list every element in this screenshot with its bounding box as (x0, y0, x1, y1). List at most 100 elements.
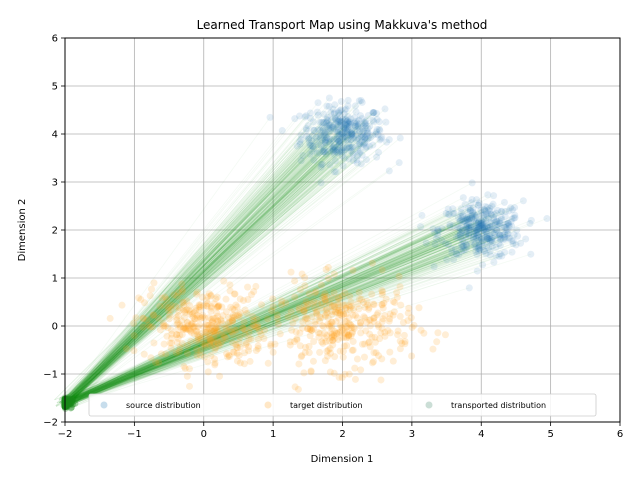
transport-line (66, 151, 345, 403)
source-point (330, 109, 338, 117)
target-point (226, 318, 234, 326)
transport-line (68, 219, 494, 405)
transport-line (64, 112, 335, 402)
target-point (198, 329, 206, 337)
source-point (463, 216, 471, 224)
target-point (335, 373, 343, 381)
transport-line (65, 251, 513, 404)
target-point (225, 313, 233, 321)
source-point (330, 143, 338, 151)
target-point (324, 274, 332, 282)
target-point (172, 349, 180, 357)
transport-line (68, 212, 473, 403)
source-point (448, 245, 456, 253)
transport-line (68, 125, 342, 405)
source-point (338, 130, 346, 138)
target-point (252, 282, 260, 290)
transport-line (64, 232, 483, 405)
source-point (434, 225, 442, 233)
target-point (210, 300, 218, 308)
source-point (495, 252, 503, 260)
target-point (307, 367, 315, 375)
transport-line (67, 130, 331, 404)
transport-line (61, 146, 339, 404)
source-point (459, 211, 467, 219)
target-point (348, 346, 356, 354)
transport-line (63, 240, 512, 401)
transported-point (64, 400, 72, 408)
source-point (320, 118, 328, 126)
source-point (340, 133, 348, 141)
transport-line (63, 122, 327, 404)
source-point (480, 215, 488, 223)
transport-line (66, 134, 349, 404)
transport-line (61, 241, 491, 403)
target-point (365, 316, 373, 324)
transport-line (66, 216, 476, 403)
transport-line (63, 132, 363, 401)
source-point (508, 222, 516, 230)
target-point (198, 293, 206, 301)
source-point (431, 229, 439, 237)
source-point (491, 225, 499, 233)
target-point (200, 353, 208, 361)
transport-line (62, 233, 506, 403)
transport-line (66, 234, 496, 403)
target-point (200, 333, 208, 341)
transport-line (63, 234, 466, 400)
source-point (465, 230, 473, 238)
source-point (456, 224, 464, 232)
source-point (332, 168, 340, 176)
source-point (343, 118, 351, 126)
target-point (222, 308, 230, 316)
transport-line (70, 245, 487, 402)
target-point (233, 303, 241, 311)
source-point (480, 223, 488, 231)
target-point (205, 314, 213, 322)
transport-line (63, 222, 477, 406)
target-point (339, 310, 347, 318)
transport-line (66, 244, 467, 403)
target-point (140, 350, 148, 358)
source-point (362, 117, 370, 125)
source-point (488, 242, 496, 250)
target-point (324, 346, 332, 354)
target-point (146, 292, 154, 300)
target-point (410, 321, 418, 329)
target-point (273, 315, 281, 323)
transport-line (65, 215, 477, 407)
transport-line (69, 100, 349, 404)
x-tick-label: 2 (339, 429, 345, 440)
source-point (465, 226, 473, 234)
target-point (106, 314, 114, 322)
transport-line (61, 151, 338, 403)
target-point (360, 313, 368, 321)
transport-line (61, 202, 505, 403)
transported-point (64, 398, 72, 406)
target-point (206, 342, 214, 350)
target-point (335, 306, 343, 314)
target-point (333, 329, 341, 337)
target-point (370, 301, 378, 309)
transport-line (67, 156, 377, 401)
transport-line (67, 207, 491, 405)
transported-point (64, 396, 72, 404)
transport-line (55, 221, 498, 407)
source-point (347, 132, 355, 140)
target-point (229, 311, 237, 319)
y-tick-label: 3 (52, 178, 58, 189)
source-point (527, 216, 535, 224)
transport-line (64, 164, 331, 407)
transport-line (66, 236, 477, 403)
transport-line (65, 111, 357, 407)
transport-line (64, 236, 467, 407)
source-point (362, 122, 370, 130)
source-point (474, 225, 482, 233)
transport-line (70, 125, 356, 409)
transport-line (71, 134, 321, 403)
transport-line (56, 216, 502, 404)
target-point (389, 298, 397, 306)
target-point (197, 335, 205, 343)
target-point (200, 323, 208, 331)
target-point (193, 288, 201, 296)
